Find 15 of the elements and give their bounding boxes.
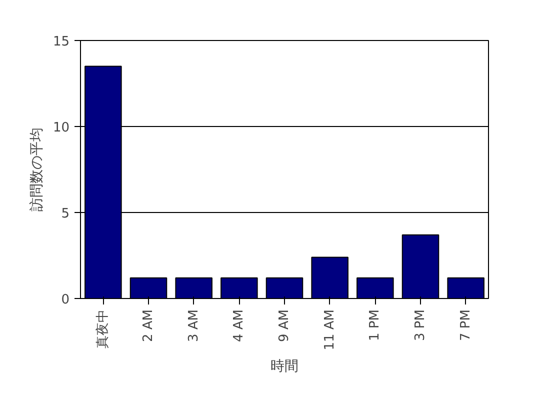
y-tick-label: 0 — [61, 292, 70, 308]
y-tick-label: 15 — [52, 34, 70, 50]
x-tick-label: 11 AM — [322, 309, 338, 350]
x-tick-label: 2 AM — [141, 309, 156, 342]
x-tick-label: 3 PM — [413, 309, 428, 341]
x-tick-label: 1 PM — [368, 309, 383, 341]
y-tick-label: 10 — [52, 120, 70, 136]
x-tick-label: 9 AM — [277, 309, 292, 342]
x-axis-title: 時間 — [270, 358, 298, 374]
x-tick-label: 7 PM — [458, 309, 474, 341]
x-tick-label: 3 AM — [186, 309, 202, 342]
y-tick-label: 5 — [61, 206, 70, 222]
x-tick-label: 真夜中 — [94, 310, 111, 348]
x-tick-label: 4 AM — [232, 309, 247, 342]
y-axis-title: 訪問数の平均 — [28, 128, 45, 212]
